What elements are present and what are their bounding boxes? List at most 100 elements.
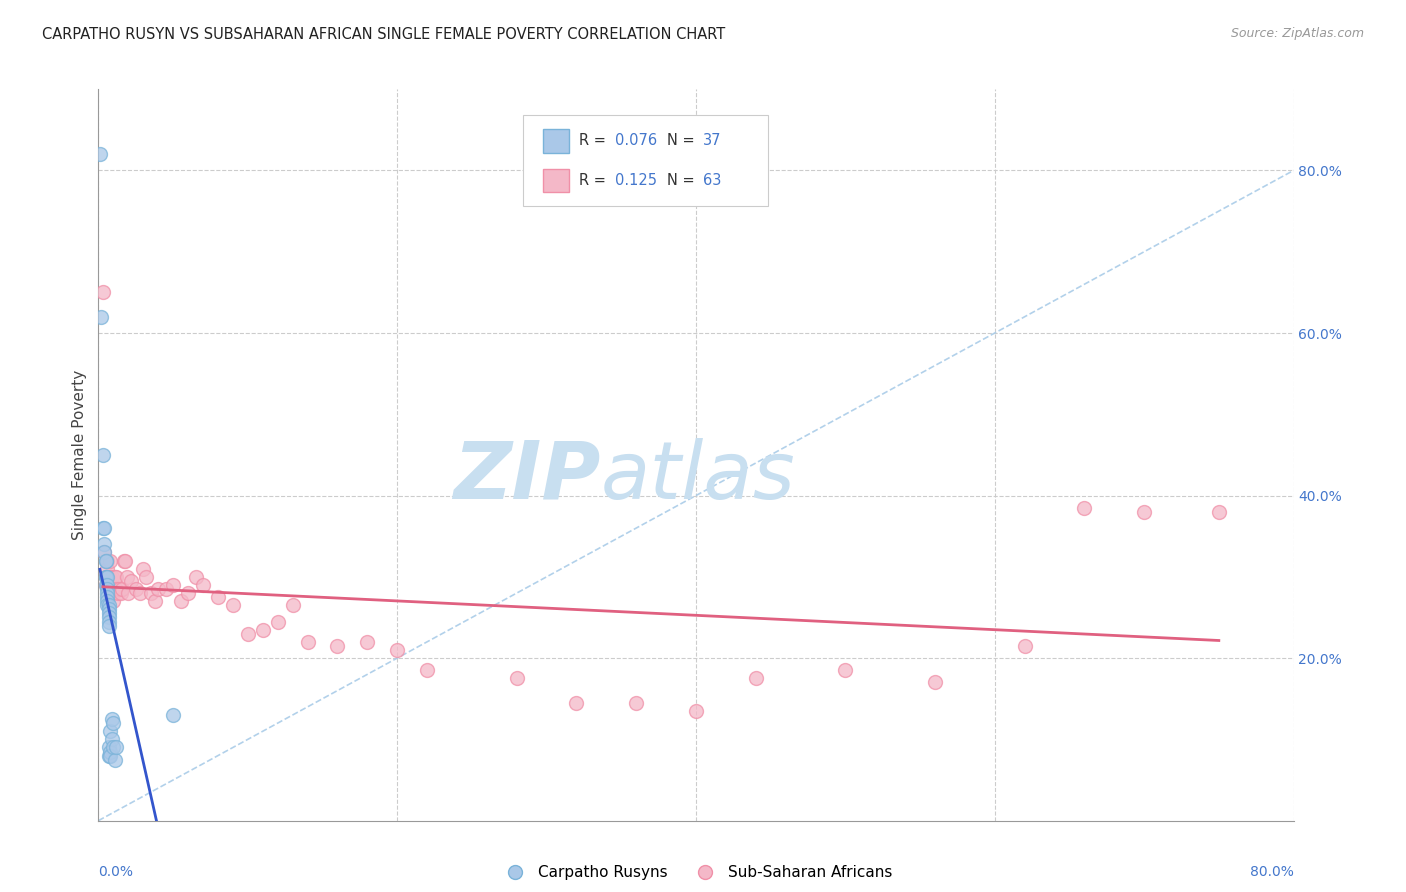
Point	[184, 570, 207, 584]
Point	[252, 623, 274, 637]
Point	[385, 643, 409, 657]
Legend: Carpatho Rusyns, Sub-Saharan Africans: Carpatho Rusyns, Sub-Saharan Africans	[494, 859, 898, 886]
Point	[98, 553, 122, 567]
Text: Source: ZipAtlas.com: Source: ZipAtlas.com	[1230, 27, 1364, 40]
Point	[105, 570, 128, 584]
Point	[98, 748, 122, 763]
Point	[104, 753, 127, 767]
Text: R =: R =	[579, 133, 610, 148]
Text: 0.125: 0.125	[614, 173, 657, 188]
Point	[114, 553, 136, 567]
Point	[94, 553, 117, 567]
Point	[98, 570, 122, 584]
Point	[94, 570, 117, 584]
Point	[207, 590, 229, 604]
Text: 0.076: 0.076	[614, 133, 657, 148]
Point	[101, 582, 124, 596]
Text: 80.0%: 80.0%	[1250, 864, 1294, 879]
Point	[103, 594, 125, 608]
Point	[93, 521, 115, 535]
Point	[97, 599, 120, 613]
Text: N =: N =	[668, 133, 700, 148]
Point	[96, 586, 118, 600]
Point	[191, 578, 214, 592]
Point	[91, 521, 114, 535]
Point	[96, 599, 118, 613]
Point	[117, 586, 139, 600]
Point	[94, 578, 117, 592]
Point	[107, 586, 129, 600]
Point	[565, 696, 588, 710]
Point	[112, 553, 135, 567]
Point	[96, 562, 118, 576]
Point	[1014, 639, 1036, 653]
Point	[155, 582, 177, 596]
Point	[110, 586, 132, 600]
Point	[94, 553, 117, 567]
Point	[162, 578, 184, 592]
Point	[103, 716, 125, 731]
Point	[120, 574, 142, 588]
Point	[96, 570, 118, 584]
Point	[162, 708, 184, 723]
FancyBboxPatch shape	[543, 129, 569, 153]
Point	[94, 578, 117, 592]
Point	[297, 635, 319, 649]
Point	[143, 594, 166, 608]
Point	[148, 582, 170, 596]
Point	[96, 590, 118, 604]
Point	[97, 570, 120, 584]
Point	[177, 586, 200, 600]
Point	[834, 663, 856, 677]
Point	[125, 582, 148, 596]
Point	[97, 618, 120, 632]
Point	[91, 285, 114, 300]
Point	[1208, 505, 1230, 519]
Point	[1133, 505, 1156, 519]
Point	[91, 448, 114, 462]
Text: 63: 63	[703, 173, 721, 188]
Point	[139, 586, 162, 600]
Point	[115, 570, 138, 584]
Point	[97, 578, 120, 592]
Point	[97, 615, 120, 629]
Point	[96, 570, 118, 584]
Point	[624, 696, 647, 710]
Point	[98, 745, 122, 759]
Point	[97, 602, 120, 616]
Point	[105, 582, 128, 596]
Point	[745, 672, 768, 686]
Point	[101, 732, 124, 747]
Point	[94, 570, 117, 584]
Point	[97, 607, 120, 621]
Point	[129, 586, 152, 600]
Point	[356, 635, 378, 649]
Point	[267, 615, 290, 629]
FancyBboxPatch shape	[543, 169, 569, 192]
Y-axis label: Single Female Poverty: Single Female Poverty	[72, 370, 87, 540]
Point	[96, 594, 118, 608]
Point	[135, 570, 157, 584]
Point	[103, 582, 125, 596]
Point	[93, 537, 115, 551]
Point	[89, 147, 111, 161]
Point	[105, 740, 128, 755]
Point	[90, 310, 112, 324]
Point	[101, 570, 124, 584]
Point	[97, 740, 120, 755]
Point	[101, 712, 124, 726]
Point	[96, 553, 118, 567]
Point	[97, 610, 120, 624]
Point	[94, 570, 117, 584]
Text: 0.0%: 0.0%	[98, 864, 134, 879]
Point	[111, 582, 134, 596]
Text: 37: 37	[703, 133, 721, 148]
Point	[506, 672, 529, 686]
Point	[924, 675, 946, 690]
Point	[97, 748, 120, 763]
Point	[108, 582, 131, 596]
Point	[98, 724, 122, 739]
Text: atlas: atlas	[600, 438, 796, 516]
Text: N =: N =	[668, 173, 700, 188]
Point	[93, 545, 115, 559]
